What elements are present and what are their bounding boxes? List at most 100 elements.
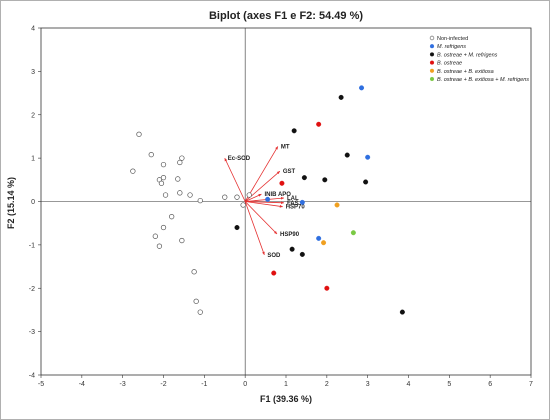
x-tick-label: 4 xyxy=(407,381,411,388)
variable-label: MT xyxy=(281,144,290,150)
variable-label: LAL xyxy=(287,196,299,202)
legend-entry: B. ostreae xyxy=(437,61,462,67)
data-point xyxy=(160,224,167,231)
data-point xyxy=(187,192,193,198)
data-point xyxy=(148,152,154,158)
x-axis-label: F1 (39.36 %) xyxy=(260,394,312,404)
legend-marker xyxy=(429,44,435,49)
legend-marker xyxy=(429,35,435,41)
y-tick-label: -1 xyxy=(29,242,35,249)
x-tick-label: -4 xyxy=(79,381,85,388)
variable-vector xyxy=(224,157,246,202)
legend-entry: B. ostreae + B. exitiosa xyxy=(437,69,494,75)
legend-entry: Non-infected xyxy=(437,36,468,42)
y-tick-label: -3 xyxy=(29,329,35,336)
y-tick-label: 1 xyxy=(31,156,35,163)
variable-arrowhead xyxy=(262,251,265,255)
data-point xyxy=(365,154,371,160)
legend-marker xyxy=(429,60,435,65)
variable-label: SOD xyxy=(267,253,281,259)
data-point xyxy=(359,85,365,91)
variable-arrowhead xyxy=(275,146,278,150)
data-point xyxy=(334,202,340,208)
data-point xyxy=(299,199,305,205)
data-point xyxy=(222,194,228,200)
variable-arrowhead xyxy=(279,204,283,208)
y-tick-label: -4 xyxy=(29,373,35,380)
variable-arrowhead xyxy=(258,194,262,197)
chart-title: Biplot (axes F1 e F2: 54.49 %) xyxy=(209,10,363,22)
data-point xyxy=(265,196,271,202)
data-point xyxy=(291,128,297,134)
data-point xyxy=(321,240,327,246)
data-point xyxy=(177,190,183,196)
variable-label: Ec-SOD xyxy=(228,156,251,162)
variable-vector xyxy=(244,201,278,235)
y-tick-label: 4 xyxy=(31,26,35,33)
data-point xyxy=(279,180,285,186)
data-point xyxy=(322,177,328,183)
data-point xyxy=(344,152,350,158)
data-point xyxy=(338,94,344,100)
data-point xyxy=(136,131,142,137)
x-tick-label: 6 xyxy=(488,381,492,388)
variable-vector xyxy=(245,197,284,202)
variable-vector xyxy=(245,201,283,208)
legend: Non-infected M. refrigens B. ostreae + M. … xyxy=(429,35,529,83)
points-layer xyxy=(130,85,405,315)
data-point xyxy=(240,202,246,208)
data-point xyxy=(246,192,252,198)
x-tick-label: -1 xyxy=(201,381,207,388)
data-point xyxy=(162,192,169,198)
data-point xyxy=(316,121,322,127)
x-tick-label: 3 xyxy=(366,381,370,388)
x-tick-label: 5 xyxy=(447,381,451,388)
data-point xyxy=(158,180,165,186)
data-point xyxy=(193,298,199,304)
data-point xyxy=(197,309,203,315)
legend-entry: M. refrigens xyxy=(437,44,466,50)
legend-marker xyxy=(429,76,435,82)
variable-arrowhead xyxy=(276,171,280,175)
data-point xyxy=(130,168,136,174)
x-tick-label: 1 xyxy=(284,381,288,388)
data-point xyxy=(399,309,405,315)
variable-vector xyxy=(245,201,284,204)
y-tick-label: 3 xyxy=(31,69,35,76)
data-point xyxy=(350,230,356,236)
data-point xyxy=(197,197,203,204)
legend-entry: B. ostreae + M. refrigens xyxy=(437,52,498,58)
data-point xyxy=(324,285,330,291)
data-point xyxy=(316,235,322,241)
variable-vector xyxy=(244,201,265,255)
variable-arrowhead xyxy=(224,158,228,162)
y-tick-label: -2 xyxy=(29,286,35,293)
variable-label: HSP70 xyxy=(286,205,306,211)
variable-vector xyxy=(245,193,262,202)
data-point xyxy=(169,214,175,220)
variable-label: GST xyxy=(283,169,296,175)
data-point xyxy=(289,246,295,252)
variable-vector xyxy=(244,146,279,202)
variable-arrowhead xyxy=(274,230,278,235)
y-tick-label: 2 xyxy=(31,112,35,119)
x-tick-label: -3 xyxy=(120,381,126,388)
x-tick-label: -5 xyxy=(38,381,44,388)
data-point xyxy=(301,175,307,181)
data-point xyxy=(234,194,240,200)
variable-label: INIB APO xyxy=(265,192,292,198)
y-axis-label: F2 (15.14 %) xyxy=(6,177,16,229)
variable-arrowhead xyxy=(280,196,284,200)
x-tick-label: -2 xyxy=(160,381,166,388)
legend-entry: B. ostreae + B. exitiosa + M. refrigens xyxy=(437,77,529,83)
data-point xyxy=(177,159,183,166)
data-point xyxy=(152,233,158,239)
data-point xyxy=(156,243,163,249)
variable-label: HSP90 xyxy=(280,232,300,238)
variable-arrowhead xyxy=(281,201,284,205)
y-tick-label: 0 xyxy=(31,199,35,206)
legend-marker xyxy=(429,52,435,57)
x-tick-label: 0 xyxy=(243,381,247,388)
data-point xyxy=(160,161,167,168)
